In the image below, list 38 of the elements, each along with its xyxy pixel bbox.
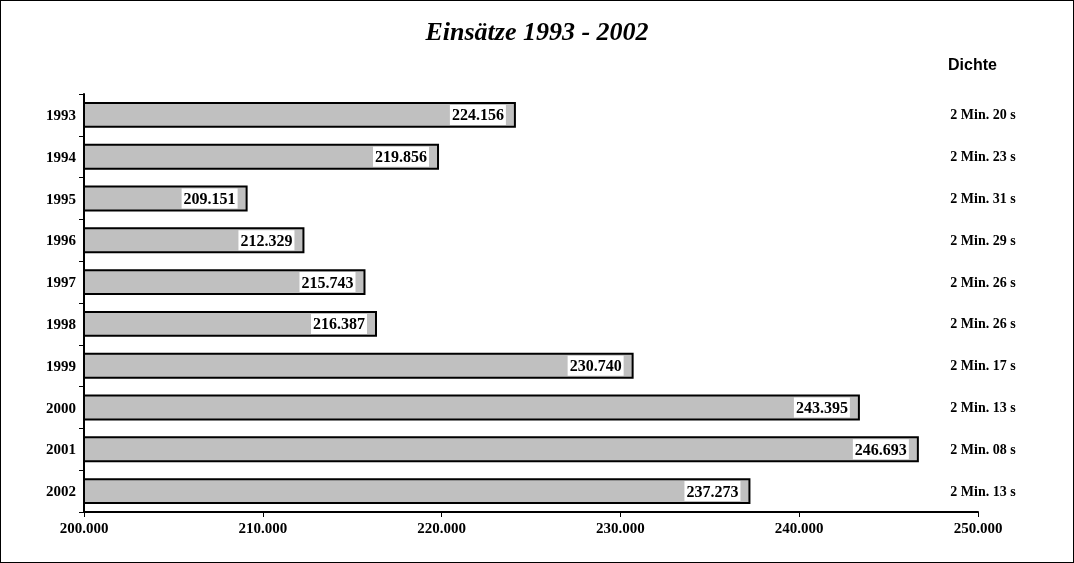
annotation: 2 Min. 31 s — [950, 191, 1017, 206]
annotation: 2 Min. 26 s — [950, 274, 1017, 290]
data-label: 237.273 — [686, 482, 739, 500]
data-label: 212.329 — [240, 231, 293, 249]
annotation: 2 Min. 17 s — [950, 358, 1017, 374]
data-label: 209.151 — [183, 190, 236, 207]
y-tick-label: 2002 — [46, 483, 76, 500]
data-label: 224.156 — [451, 106, 504, 124]
data-label: 246.693 — [854, 440, 907, 458]
x-tick-label: 230.000 — [596, 519, 645, 536]
x-tick-label: 210.000 — [238, 519, 288, 536]
y-tick-label: 1998 — [46, 315, 76, 332]
data-label: 219.856 — [375, 148, 428, 166]
y-tick-label: 1993 — [46, 106, 76, 123]
annotation: 2 Min. 08 s — [950, 441, 1017, 457]
annotation: 2 Min. 29 s — [950, 232, 1017, 248]
x-tick-label: 200.000 — [59, 519, 109, 536]
y-tick-label: 2001 — [46, 441, 76, 458]
x-tick-label: 240.000 — [774, 519, 824, 536]
data-label: 243.395 — [795, 399, 848, 416]
annotation: 2 Min. 13 s — [950, 483, 1017, 499]
x-tick-label: 220.000 — [417, 519, 466, 536]
y-tick-label: 2000 — [46, 399, 76, 416]
y-tick-label: 1996 — [46, 232, 77, 249]
annotation: 2 Min. 23 s — [950, 149, 1017, 165]
annotation: 2 Min. 20 s — [950, 107, 1017, 123]
y-tick-label: 1997 — [46, 274, 77, 291]
data-label: 216.387 — [313, 315, 365, 333]
y-tick-label: 1999 — [46, 357, 76, 374]
y-tick-label: 1995 — [46, 190, 76, 207]
y-tick-label: 1994 — [46, 148, 77, 165]
text: Dichte — [948, 55, 997, 73]
data-label: 230.740 — [569, 357, 622, 375]
x-tick-label: 250.000 — [953, 519, 1003, 536]
data-label: 215.743 — [301, 273, 354, 291]
annotation: 2 Min. 26 s — [950, 316, 1017, 332]
chart-title: Einsätze 1993 - 2002 — [424, 16, 649, 46]
annotation: 2 Min. 13 s — [950, 400, 1017, 415]
